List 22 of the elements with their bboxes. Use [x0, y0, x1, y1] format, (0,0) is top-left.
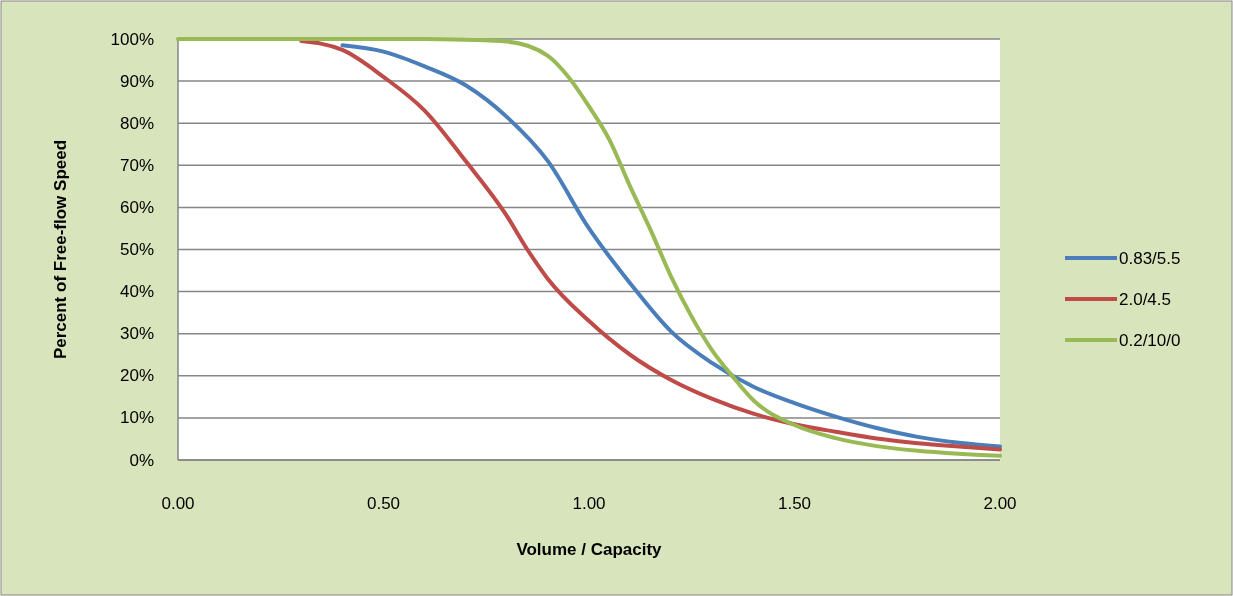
y-tick-label: 10%: [119, 408, 154, 428]
y-tick-label: 0%: [129, 450, 154, 470]
y-tick-label: 80%: [119, 113, 154, 133]
x-tick-label: 0.00: [161, 493, 195, 513]
y-tick-label: 40%: [119, 282, 154, 302]
legend-label: 0.2/10/0: [1119, 330, 1181, 350]
y-tick-label: 70%: [119, 155, 154, 175]
x-axis-title: Volume / Capacity: [516, 540, 663, 559]
x-tick-label: 2.00: [983, 493, 1017, 513]
y-tick-label: 100%: [110, 29, 154, 49]
y-tick-label: 20%: [119, 366, 154, 386]
legend-label: 0.83/5.5: [1119, 248, 1181, 268]
line-series: [176, 37, 1002, 458]
legend-label: 2.0/4.5: [1119, 289, 1171, 309]
y-tick-label: 30%: [119, 324, 154, 344]
x-tick-label: 1.00: [572, 493, 606, 513]
y-tick-label: 50%: [119, 240, 154, 259]
x-tick-label: 1.50: [777, 493, 812, 513]
y-axis-title: Percent of Free-flow Speed: [51, 139, 70, 360]
y-tick-label: 60%: [119, 197, 154, 217]
x-tick-label: 0.50: [366, 493, 401, 513]
y-tick-label: 90%: [119, 71, 154, 91]
